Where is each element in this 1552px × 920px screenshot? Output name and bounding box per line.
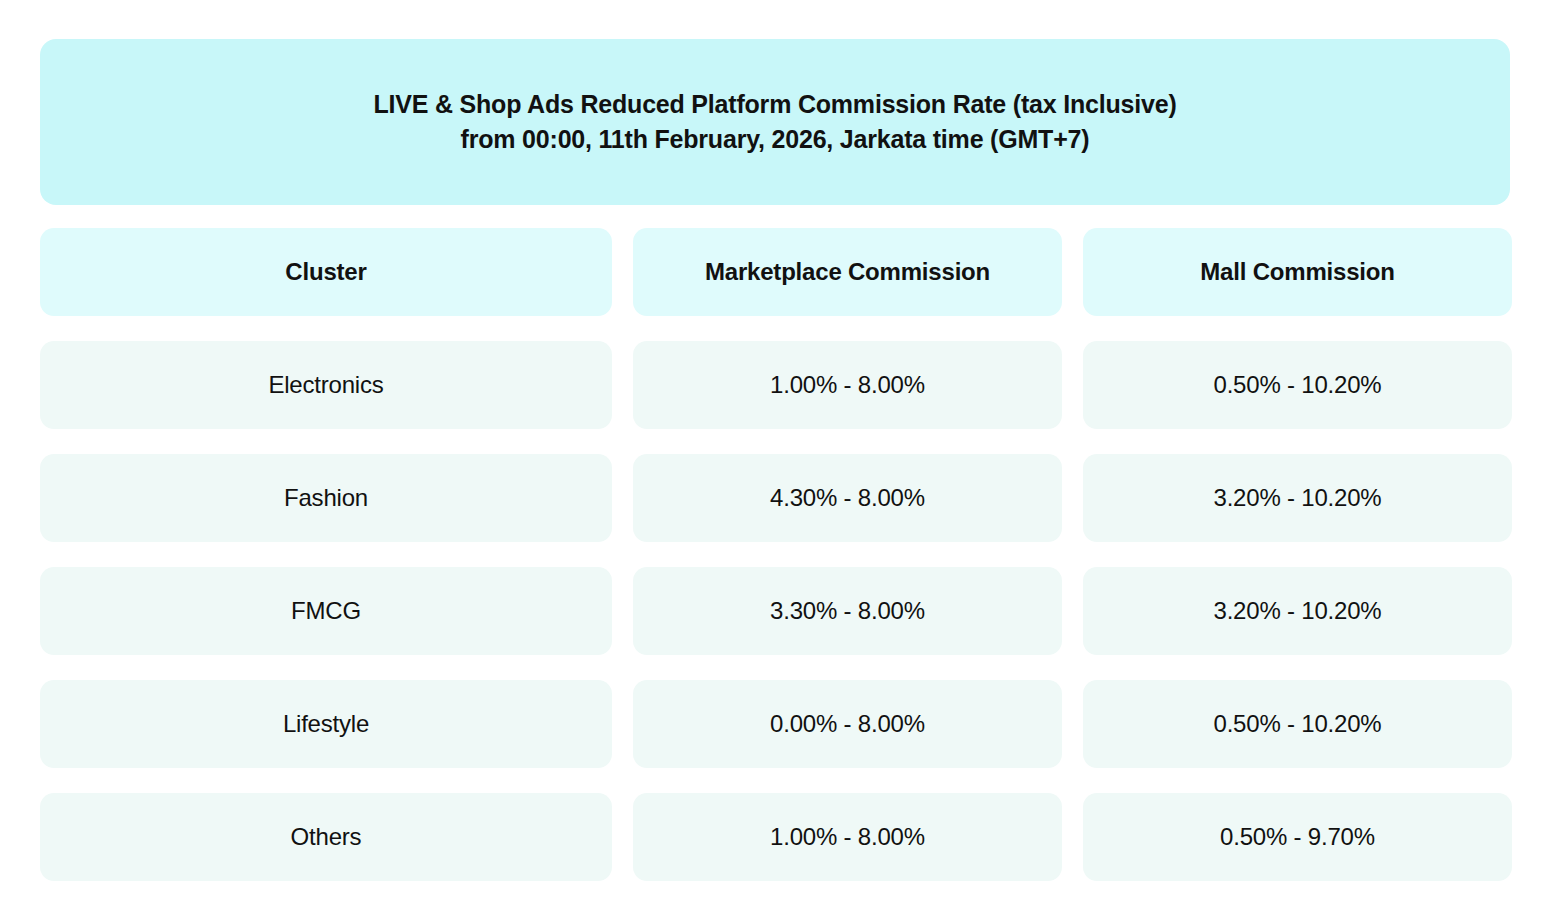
- table-cell-cluster: Electronics: [40, 341, 612, 429]
- table-cell-marketplace: 1.00% - 8.00%: [633, 341, 1062, 429]
- table-cell-cluster: Others: [40, 793, 612, 881]
- table-cell-marketplace: 4.30% - 8.00%: [633, 454, 1062, 542]
- table-cell-mall: 3.20% - 10.20%: [1083, 567, 1512, 655]
- commission-table: Cluster Marketplace Commission Mall Comm…: [40, 228, 1512, 881]
- table-cell-marketplace: 1.00% - 8.00%: [633, 793, 1062, 881]
- banner-title-line1: LIVE & Shop Ads Reduced Platform Commiss…: [373, 87, 1176, 122]
- table-cell-cluster: FMCG: [40, 567, 612, 655]
- banner-title-line2: from 00:00, 11th February, 2026, Jarkata…: [461, 122, 1090, 157]
- table-cell-mall: 3.20% - 10.20%: [1083, 454, 1512, 542]
- table-cell-marketplace: 3.30% - 8.00%: [633, 567, 1062, 655]
- table-cell-mall: 0.50% - 10.20%: [1083, 341, 1512, 429]
- table-cell-mall: 0.50% - 10.20%: [1083, 680, 1512, 768]
- header-cell-cluster: Cluster: [40, 228, 612, 316]
- header-cell-marketplace-commission: Marketplace Commission: [633, 228, 1062, 316]
- title-banner: LIVE & Shop Ads Reduced Platform Commiss…: [40, 39, 1510, 205]
- page: LIVE & Shop Ads Reduced Platform Commiss…: [0, 0, 1552, 920]
- table-cell-cluster: Fashion: [40, 454, 612, 542]
- header-cell-mall-commission: Mall Commission: [1083, 228, 1512, 316]
- table-cell-mall: 0.50% - 9.70%: [1083, 793, 1512, 881]
- table-cell-cluster: Lifestyle: [40, 680, 612, 768]
- table-cell-marketplace: 0.00% - 8.00%: [633, 680, 1062, 768]
